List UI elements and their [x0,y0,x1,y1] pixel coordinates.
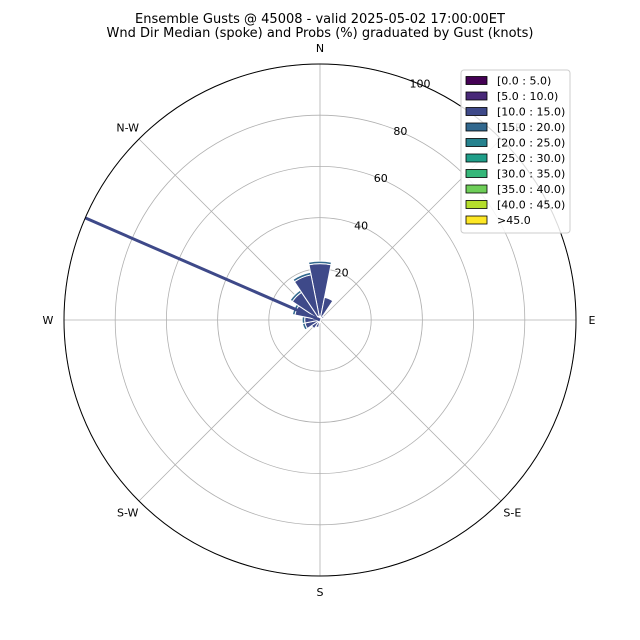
grid-spoke-3 [319,319,502,502]
median-direction-spoke [84,216,321,322]
direction-label-7: N-W [116,122,139,135]
grid-spoke-5 [138,319,321,502]
median-spoke-line [84,216,321,322]
radial-tick-80: 80 [393,125,407,138]
legend-swatch-5 [465,153,488,163]
direction-label-5: S-W [117,506,139,519]
legend-swatch-2 [465,107,488,116]
chart-title: Ensemble Gusts @ 45008 - valid 2025-05-0… [135,12,505,27]
legend-label-9: >45.0 [497,214,531,227]
polar-frame [63,63,577,577]
legend-label-3: [15.0 : 20.0) [497,121,565,134]
legend-label-7: [35.0 : 40.0) [497,183,565,196]
chart-subtitle: Wnd Dir Median (spoke) and Probs (%) gra… [107,26,534,41]
direction-label-2: E [589,314,596,327]
radial-tick-40: 40 [354,219,368,232]
legend-label-2: [10.0 : 15.0) [497,106,565,119]
radial-tick-100: 100 [409,77,430,90]
bar-sector-1-bin-2 [319,296,334,319]
legend-swatch-8 [465,200,488,209]
legend-label-8: [40.0 : 45.0) [497,199,565,212]
bar-sector-7-bin-3 [301,315,306,325]
direction-label-6: W [43,314,54,327]
legend-label-0: [0.0 : 5.0) [497,75,551,88]
legend: [0.0 : 5.0) [5.0 : 10.0) [10.0 : 15.0) [15.… [460,69,571,234]
legend-swatch-1 [465,91,488,101]
legend-swatch-6 [465,169,488,178]
direction-label-0: N [316,42,324,55]
legend-swatch-0 [465,76,488,85]
bar-sector-10-bin-3 [292,271,312,283]
bar-sector-0-bin-3 [307,260,333,266]
radial-tick-60: 60 [374,172,388,185]
legend-swatch-7 [465,184,488,194]
legend-label-1: [5.0 : 10.0) [497,90,558,103]
direction-label-4: S [317,586,324,599]
legend-swatch-9 [465,215,488,225]
legend-swatch-4 [465,138,488,147]
legend-label-6: [30.0 : 35.0) [497,168,565,181]
legend-label-4: [20.0 : 25.0) [497,137,565,150]
bar-sector-2-bin-2 [320,315,325,320]
windrose-bars [289,260,334,331]
radial-tick-labels: 20 40 60 80 100 [335,77,431,279]
legend-box [460,69,571,234]
grid-spoke-7 [138,138,321,321]
radial-tick-20: 20 [335,267,349,280]
legend-swatch-3 [465,122,488,132]
legend-label-5: [25.0 : 30.0) [497,152,565,165]
direction-label-3: S-E [503,506,521,519]
